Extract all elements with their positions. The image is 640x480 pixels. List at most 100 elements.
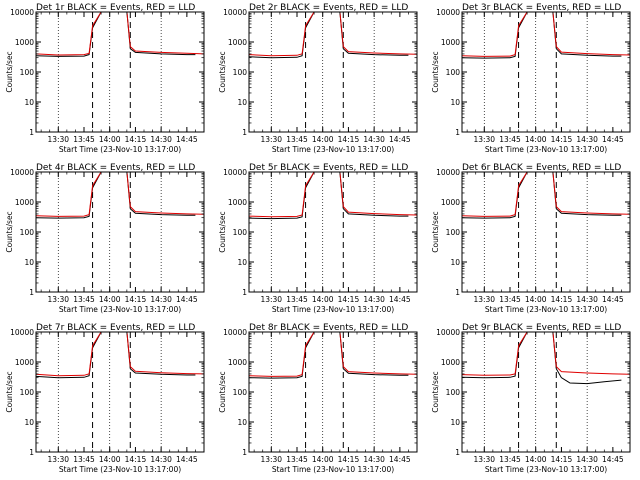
y-tick-label: 1000 — [441, 358, 460, 367]
x-axis-label: Start Time (23-Nov-10 13:17:00) — [59, 465, 181, 474]
x-tick-label: 13:30 — [260, 455, 282, 464]
y-axis-label: Counts/sec — [431, 371, 440, 412]
y-tick-label: 1 — [455, 448, 460, 457]
y-tick-label: 1000 — [441, 38, 460, 47]
plot-frame — [35, 171, 205, 293]
x-tick-label: 14:45 — [389, 135, 411, 144]
x-axis-label: Start Time (23-Nov-10 13:17:00) — [485, 305, 607, 314]
series-line-events — [248, 11, 409, 59]
y-tick-label: 10000 — [10, 168, 34, 177]
x-tick-label: 14:30 — [363, 455, 385, 464]
series-line-lld — [248, 11, 418, 57]
x-tick-label: 14:45 — [176, 135, 198, 144]
plot-frame — [35, 11, 205, 133]
chart-title: Det 5r BLACK = Events, RED = LLD — [249, 163, 408, 173]
x-tick-label: 13:45 — [499, 455, 521, 464]
y-tick-label: 1 — [242, 128, 247, 137]
y-tick-label: 100 — [20, 68, 35, 77]
x-tick-label: 14:30 — [576, 135, 598, 144]
x-tick-label: 14:00 — [312, 455, 334, 464]
x-tick-label: 13:45 — [73, 295, 95, 304]
y-tick-label: 10 — [24, 98, 34, 107]
y-tick-label: 1000 — [15, 198, 34, 207]
y-tick-label: 1 — [455, 128, 460, 137]
y-tick-label: 100 — [446, 228, 461, 237]
chart-panel-6: 1 10 100 1000 10000 13:30 13:45 14:00 14:15 14:30… — [431, 163, 631, 314]
x-tick-label: 14:15 — [125, 455, 147, 464]
chart-panel-9: 1 10 100 1000 10000 13:30 13:45 14:00 14:15 14:30… — [431, 323, 631, 474]
y-axis-label: Counts/sec — [5, 371, 14, 412]
chart-panel-2: 1 10 100 1000 10000 13:30 13:45 14:00 14:15 14:30… — [218, 3, 418, 154]
x-tick-label: 14:45 — [389, 295, 411, 304]
x-tick-label: 14:30 — [150, 455, 172, 464]
x-axis-label: Start Time (23-Nov-10 13:17:00) — [272, 145, 394, 154]
x-tick-label: 14:00 — [525, 295, 547, 304]
y-tick-label: 100 — [233, 228, 248, 237]
plot-frame — [461, 331, 631, 453]
y-tick-label: 10000 — [10, 8, 34, 17]
x-tick-label: 14:45 — [176, 295, 198, 304]
y-axis-label: Counts/sec — [431, 51, 440, 92]
y-tick-label: 100 — [446, 388, 461, 397]
x-tick-label: 14:45 — [602, 295, 624, 304]
y-tick-label: 1 — [29, 128, 34, 137]
y-tick-label: 10 — [237, 418, 247, 427]
plot-frame — [35, 331, 205, 453]
y-tick-label: 10000 — [10, 328, 34, 337]
y-tick-label: 100 — [446, 68, 461, 77]
x-tick-label: 13:45 — [73, 135, 95, 144]
y-tick-label: 1000 — [228, 198, 247, 207]
x-tick-label: 14:30 — [363, 295, 385, 304]
x-tick-label: 14:45 — [602, 455, 624, 464]
chart-panel-5: 1 10 100 1000 10000 13:30 13:45 14:00 14:15 14:30… — [218, 163, 418, 314]
x-tick-label: 13:45 — [286, 455, 308, 464]
chart-title: Det 4r BLACK = Events, RED = LLD — [36, 163, 195, 173]
y-axis-label: Counts/sec — [431, 211, 440, 252]
x-axis-label: Start Time (23-Nov-10 13:17:00) — [59, 145, 181, 154]
x-axis-label: Start Time (23-Nov-10 13:17:00) — [272, 465, 394, 474]
x-tick-label: 14:00 — [312, 295, 334, 304]
chart-title: Det 7r BLACK = Events, RED = LLD — [36, 323, 195, 333]
chart-title: Det 6r BLACK = Events, RED = LLD — [462, 163, 621, 173]
x-tick-label: 14:00 — [99, 295, 121, 304]
x-tick-label: 13:30 — [473, 295, 495, 304]
x-tick-label: 14:45 — [602, 135, 624, 144]
series-line-lld — [248, 171, 418, 218]
x-tick-label: 14:15 — [338, 295, 360, 304]
y-tick-label: 1000 — [15, 358, 34, 367]
plot-frame — [248, 331, 418, 453]
x-tick-label: 14:15 — [125, 135, 147, 144]
y-tick-label: 1000 — [15, 38, 34, 47]
chart-title: Det 1r BLACK = Events, RED = LLD — [36, 3, 195, 13]
x-tick-label: 13:30 — [260, 135, 282, 144]
y-axis-label: Counts/sec — [218, 51, 227, 92]
chart-panel-1: 1 10 100 1000 10000 13:30 13:45 14:00 14:15 14:30… — [5, 3, 205, 154]
y-tick-label: 10 — [450, 418, 460, 427]
y-tick-label: 10000 — [436, 328, 460, 337]
y-tick-label: 100 — [233, 68, 248, 77]
x-tick-label: 14:30 — [150, 295, 172, 304]
x-tick-label: 14:15 — [551, 455, 573, 464]
y-tick-label: 1 — [242, 448, 247, 457]
chart-panel-3: 1 10 100 1000 10000 13:30 13:45 14:00 14:15 14:30… — [431, 3, 631, 154]
x-tick-label: 14:45 — [389, 455, 411, 464]
y-tick-label: 10000 — [436, 168, 460, 177]
series-line-lld — [461, 331, 631, 376]
y-tick-label: 1000 — [441, 198, 460, 207]
y-tick-label: 1 — [29, 448, 34, 457]
x-tick-label: 13:45 — [499, 135, 521, 144]
x-tick-label: 13:30 — [47, 295, 69, 304]
chart-title: Det 9r BLACK = Events, RED = LLD — [462, 323, 621, 333]
series-line-events — [248, 171, 409, 220]
x-tick-label: 13:30 — [47, 135, 69, 144]
series-line-events — [461, 171, 622, 219]
x-tick-label: 14:15 — [338, 135, 360, 144]
chart-panel-4: 1 10 100 1000 10000 13:30 13:45 14:00 14:15 14:30… — [5, 163, 205, 314]
x-tick-label: 14:15 — [551, 295, 573, 304]
series-line-events — [35, 171, 196, 219]
chart-title: Det 2r BLACK = Events, RED = LLD — [249, 3, 408, 13]
x-tick-label: 13:45 — [286, 135, 308, 144]
series-line-lld — [35, 171, 205, 217]
x-tick-label: 14:15 — [551, 135, 573, 144]
y-axis-label: Counts/sec — [218, 371, 227, 412]
